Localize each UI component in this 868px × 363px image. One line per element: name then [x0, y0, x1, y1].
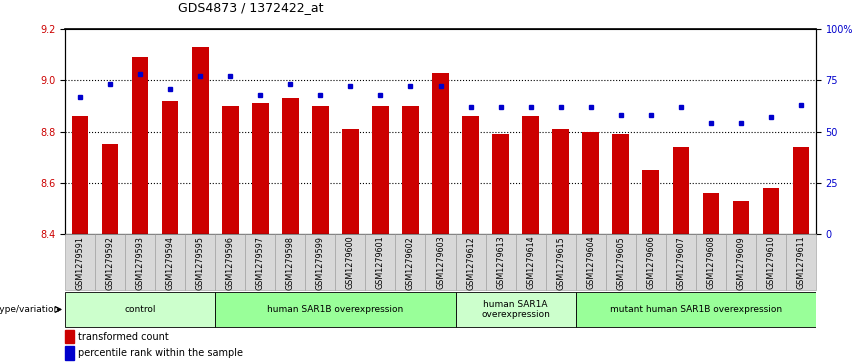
Text: GDS4873 / 1372422_at: GDS4873 / 1372422_at [178, 1, 323, 15]
Bar [372, 106, 389, 234]
Bar [252, 103, 268, 234]
Bar [65, 234, 95, 290]
Text: GSM1279610: GSM1279610 [766, 236, 775, 289]
Bar [162, 101, 179, 234]
Text: GSM1279612: GSM1279612 [466, 236, 475, 290]
Bar [65, 330, 75, 343]
Text: GSM1279592: GSM1279592 [106, 236, 115, 290]
Bar [312, 106, 329, 234]
Bar [155, 234, 185, 290]
Bar [582, 132, 599, 234]
Text: GSM1279608: GSM1279608 [707, 236, 715, 289]
Text: GSM1279615: GSM1279615 [556, 236, 565, 290]
Text: GSM1279596: GSM1279596 [226, 236, 234, 290]
Bar [125, 234, 155, 290]
Text: GSM1279591: GSM1279591 [76, 236, 84, 290]
Bar [432, 73, 449, 234]
Bar [65, 292, 215, 327]
Bar [425, 234, 456, 290]
Text: GSM1279597: GSM1279597 [256, 236, 265, 290]
Text: GSM1279594: GSM1279594 [166, 236, 174, 290]
Bar [523, 116, 539, 234]
Bar [342, 129, 358, 234]
Text: GSM1279611: GSM1279611 [797, 236, 806, 289]
Bar [696, 234, 726, 290]
Bar [666, 234, 696, 290]
Text: GSM1279599: GSM1279599 [316, 236, 325, 290]
Text: GSM1279602: GSM1279602 [406, 236, 415, 290]
Bar [132, 57, 148, 234]
Bar [733, 201, 749, 234]
Text: GSM1279593: GSM1279593 [135, 236, 145, 290]
Bar [65, 346, 75, 359]
Bar [726, 234, 756, 290]
Bar [463, 116, 479, 234]
Text: human SAR1A
overexpression: human SAR1A overexpression [481, 300, 550, 319]
Bar [492, 134, 509, 234]
Bar [702, 193, 719, 234]
Bar [215, 234, 246, 290]
Text: GSM1279595: GSM1279595 [196, 236, 205, 290]
Text: GSM1279614: GSM1279614 [526, 236, 535, 289]
Text: genotype/variation: genotype/variation [0, 305, 60, 314]
Bar [673, 147, 689, 234]
Bar [546, 234, 575, 290]
Text: GSM1279613: GSM1279613 [496, 236, 505, 289]
Bar [613, 134, 629, 234]
Bar [306, 234, 335, 290]
Bar [402, 106, 418, 234]
Bar [335, 234, 365, 290]
Bar [396, 234, 425, 290]
Bar [456, 234, 485, 290]
Bar [575, 292, 816, 327]
Bar [365, 234, 396, 290]
Bar [222, 106, 239, 234]
Bar [456, 292, 575, 327]
Bar [516, 234, 546, 290]
Text: GSM1279600: GSM1279600 [346, 236, 355, 289]
Bar [635, 234, 666, 290]
Bar [606, 234, 635, 290]
Bar [756, 234, 786, 290]
Text: GSM1279601: GSM1279601 [376, 236, 385, 289]
Bar [95, 234, 125, 290]
Bar [246, 234, 275, 290]
Bar [786, 234, 816, 290]
Text: GSM1279607: GSM1279607 [676, 236, 685, 290]
Bar [102, 144, 118, 234]
Text: GSM1279606: GSM1279606 [647, 236, 655, 289]
Text: control: control [124, 305, 156, 314]
Bar [763, 188, 779, 234]
Text: GSM1279603: GSM1279603 [436, 236, 445, 289]
Bar [275, 234, 306, 290]
Bar [792, 147, 809, 234]
Bar [192, 47, 208, 234]
Text: GSM1279605: GSM1279605 [616, 236, 625, 290]
Bar [485, 234, 516, 290]
Bar [575, 234, 606, 290]
Bar [72, 116, 89, 234]
Text: transformed count: transformed count [78, 332, 169, 342]
Bar [282, 98, 299, 234]
Bar [642, 170, 659, 234]
Bar [215, 292, 456, 327]
Text: GSM1279604: GSM1279604 [586, 236, 595, 289]
Text: human SAR1B overexpression: human SAR1B overexpression [267, 305, 404, 314]
Text: mutant human SAR1B overexpression: mutant human SAR1B overexpression [609, 305, 782, 314]
Text: GSM1279598: GSM1279598 [286, 236, 295, 290]
Text: percentile rank within the sample: percentile rank within the sample [78, 348, 243, 358]
Bar [185, 234, 215, 290]
Text: GSM1279609: GSM1279609 [736, 236, 746, 290]
Bar [552, 129, 569, 234]
